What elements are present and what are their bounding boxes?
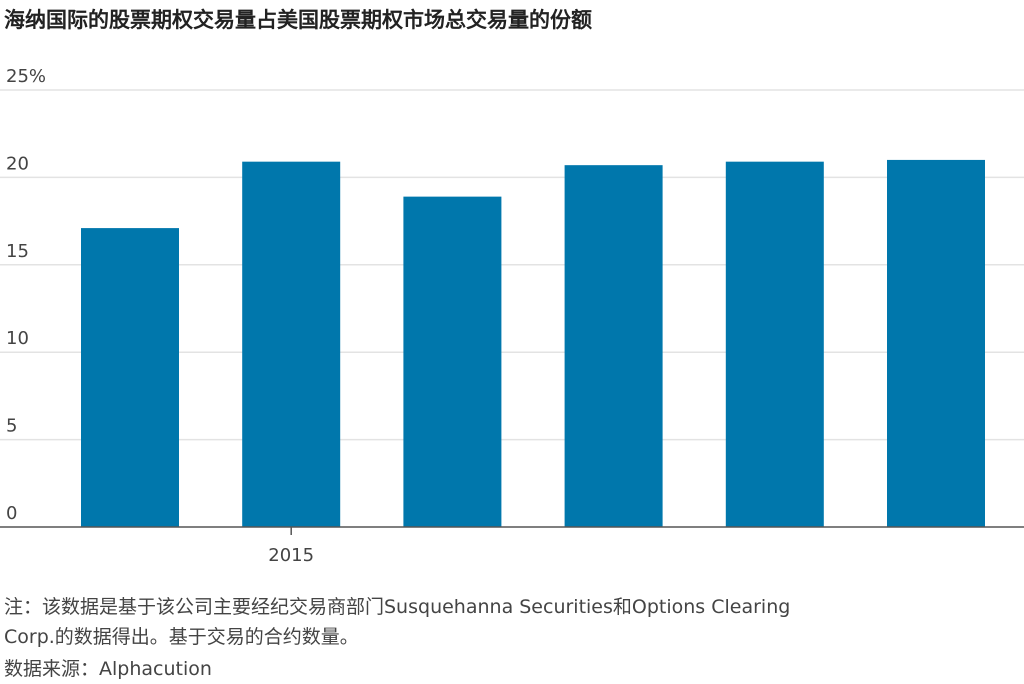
- bar: [887, 159, 985, 528]
- y-tick-label: 5: [6, 416, 17, 437]
- y-tick-label: 10: [6, 328, 29, 349]
- y-tick-label: 0: [6, 503, 17, 524]
- y-tick-label: 20: [6, 153, 29, 174]
- chart-note-line-2: Corp.的数据得出。基于交易的合约数量。: [4, 626, 359, 648]
- bar: [403, 196, 502, 528]
- chart-note-line-1: 注：该数据是基于该公司主要经纪交易商部门Susquehanna Securiti…: [4, 596, 791, 618]
- x-tick-label: 2015: [268, 545, 314, 566]
- y-tick-label: 25%: [6, 66, 46, 87]
- bar: [725, 161, 824, 527]
- chart-source: 数据来源：Alphacution: [4, 658, 212, 680]
- y-tick-label: 15: [6, 241, 29, 262]
- bar: [81, 228, 179, 528]
- bar: [564, 165, 663, 527]
- bar-chart: 0 5 10 15 20 25% 2015: [0, 66, 1024, 566]
- chart-title: 海纳国际的股票期权交易量占美国股票期权市场总交易量的份额: [4, 8, 592, 32]
- bar: [242, 161, 341, 527]
